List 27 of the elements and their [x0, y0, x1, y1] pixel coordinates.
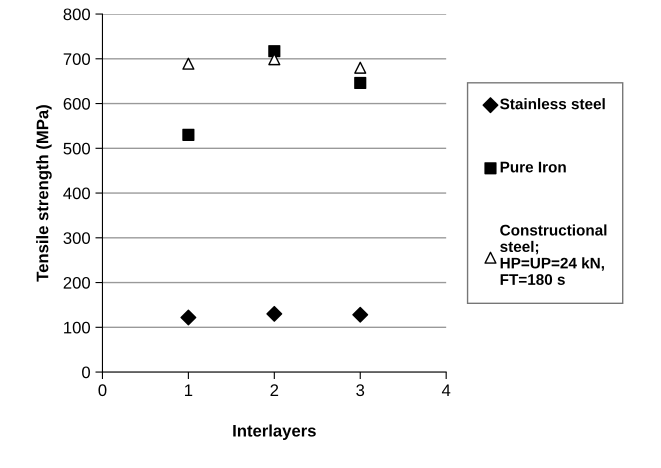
- y-tick-label: 800: [64, 8, 90, 20]
- point: [352, 306, 368, 323]
- point: [354, 76, 366, 90]
- y-tick-label: 400: [63, 187, 90, 200]
- y-tick-label: 300: [63, 232, 90, 244]
- point: [182, 58, 194, 70]
- point: [354, 62, 366, 74]
- x-tick-label: 0: [98, 384, 106, 396]
- point: [180, 309, 196, 326]
- x-tick-label: 4: [442, 384, 450, 396]
- point: [182, 128, 194, 141]
- y-tick-label: 600: [64, 98, 90, 110]
- point: [266, 306, 282, 322]
- legend-label: Stainless steel: [500, 98, 605, 110]
- legend-label: Constructional steel; HP=UP=24 kN, FT=180 s: [500, 224, 606, 285]
- x-tick-label: 1: [185, 384, 192, 396]
- y-tick-label: 500: [64, 142, 90, 154]
- y-tick-label: 200: [64, 276, 90, 289]
- y-tick-label: 700: [64, 53, 90, 65]
- point: [268, 45, 280, 58]
- y-tick-label: 100: [64, 322, 90, 334]
- y-tick-label: 0: [82, 366, 90, 378]
- x-tick-label: 3: [356, 384, 364, 396]
- x-tick-label: 2: [270, 384, 278, 396]
- x-axis-title: Interlayers: [233, 424, 316, 440]
- y-axis-title: Tensile strength (MPa): [36, 105, 52, 282]
- legend-label: Pure Iron: [500, 162, 566, 172]
